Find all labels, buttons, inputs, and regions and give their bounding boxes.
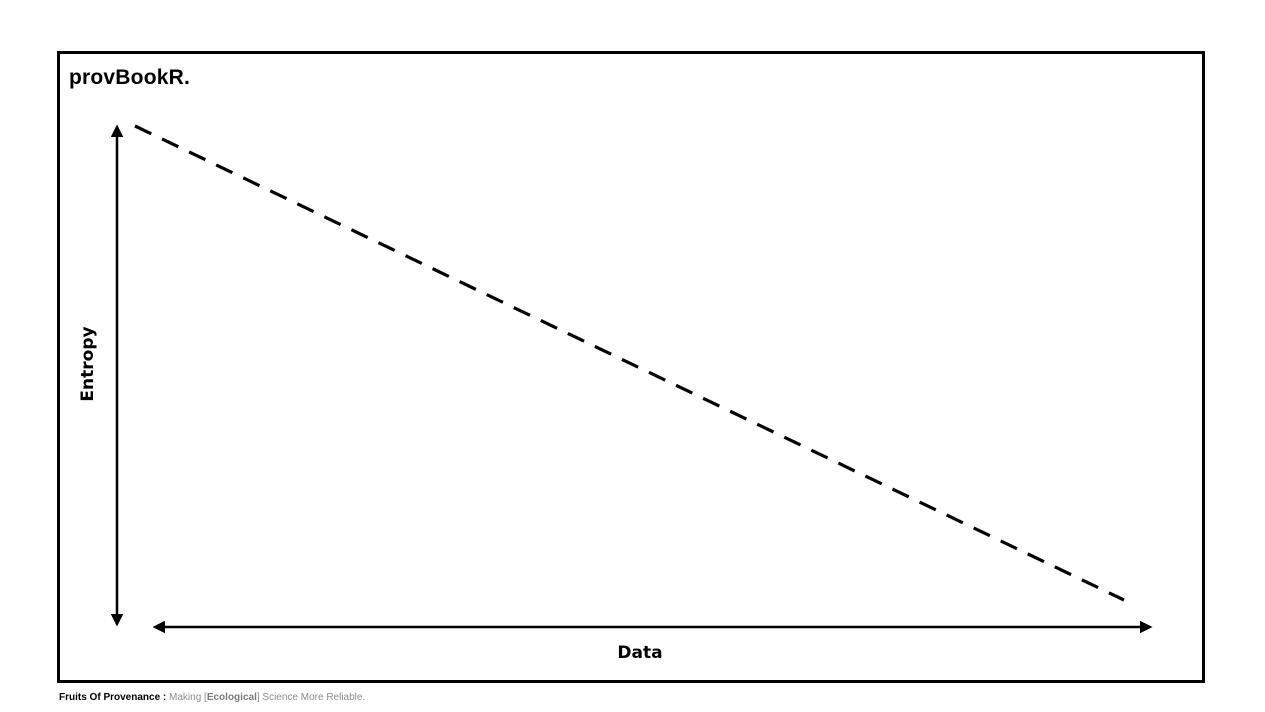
footer-text-after: ] Science More Reliable. <box>256 692 366 703</box>
footer-caption: Fruits Of Provenance : Making [Ecologica… <box>59 692 365 703</box>
footer-brand: Fruits Of Provenance : <box>59 692 167 703</box>
footer-text-before: Making [ <box>166 692 207 703</box>
y-axis-label: Entropy <box>78 326 98 402</box>
x-axis-label: Data <box>617 643 663 663</box>
trend-dashed-line <box>134 124 1125 602</box>
footer-emphasis: Ecological <box>206 692 257 703</box>
slide-frame: provBookR. <box>57 51 1205 683</box>
slide-title: provBookR. <box>69 66 191 89</box>
